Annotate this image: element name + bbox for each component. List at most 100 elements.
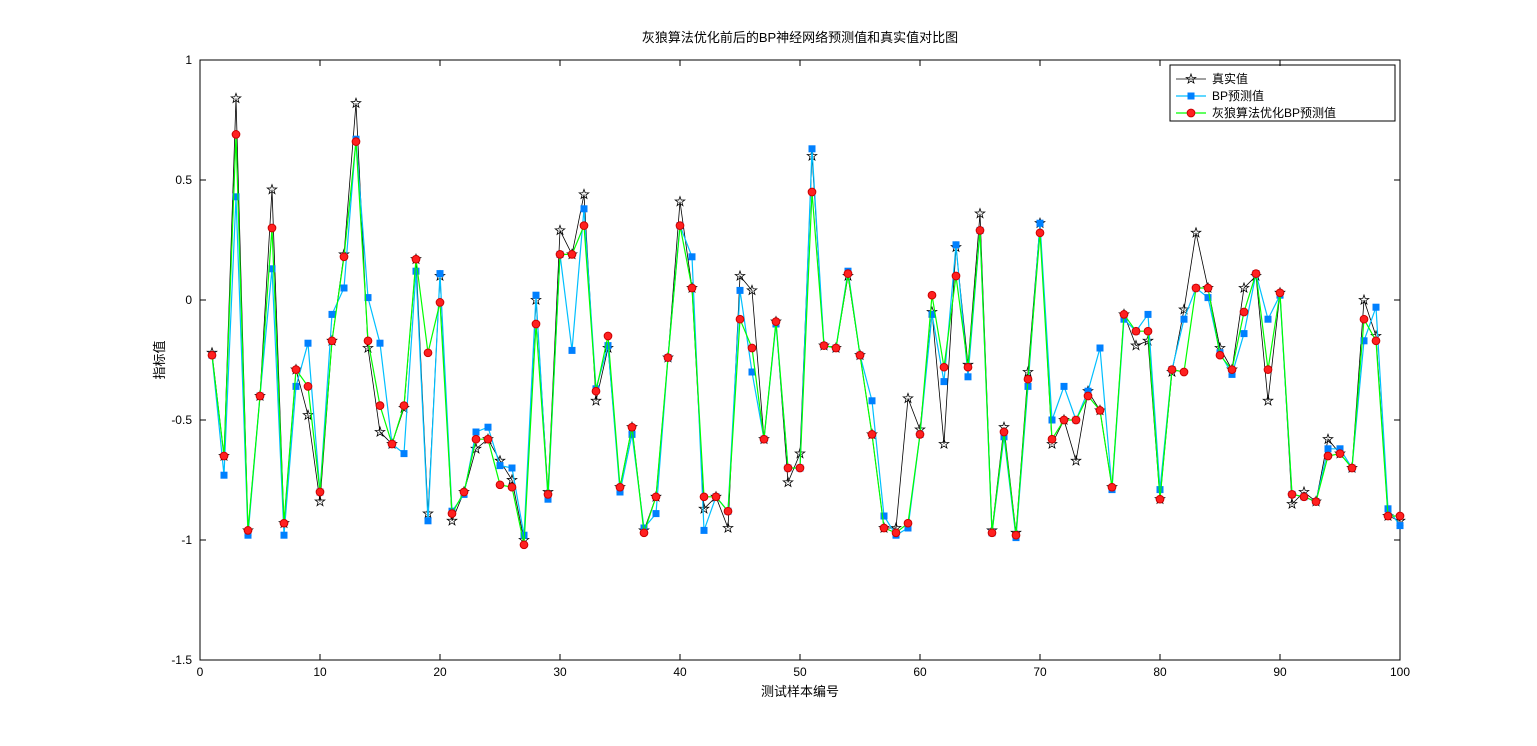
- series-line-gwo: [212, 134, 1400, 544]
- marker-circle: [1228, 366, 1236, 374]
- marker-star: [1191, 228, 1201, 237]
- marker-circle: [724, 507, 732, 515]
- marker-square: [281, 532, 287, 538]
- x-tick-label: 100: [1390, 665, 1410, 679]
- marker-circle: [328, 337, 336, 345]
- marker-circle: [292, 366, 300, 374]
- marker-square: [401, 451, 407, 457]
- marker-circle: [1024, 375, 1032, 383]
- marker-circle: [532, 320, 540, 328]
- marker-square: [341, 285, 347, 291]
- x-tick-label: 20: [433, 665, 447, 679]
- marker-circle: [1348, 464, 1356, 472]
- marker-circle: [1252, 270, 1260, 278]
- marker-square: [1241, 331, 1247, 337]
- marker-circle: [1288, 491, 1296, 499]
- legend-label-real: 真实值: [1212, 71, 1248, 86]
- marker-circle: [664, 354, 672, 362]
- y-tick-label: 1: [185, 53, 192, 67]
- marker-circle: [1120, 311, 1128, 319]
- marker-circle: [760, 435, 768, 443]
- marker-square: [953, 242, 959, 248]
- marker-square: [737, 287, 743, 293]
- marker-square: [1061, 383, 1067, 389]
- marker-circle: [1036, 229, 1044, 237]
- legend-label-gwo: 灰狼算法优化BP预测值: [1212, 105, 1336, 120]
- marker-circle: [220, 452, 228, 460]
- marker-circle: [436, 299, 444, 307]
- marker-circle: [676, 222, 684, 230]
- marker-circle: [1192, 284, 1200, 292]
- chart-title: 灰狼算法优化前后的BP神经网络预测值和真实值对比图: [642, 30, 958, 45]
- marker-circle: [268, 224, 276, 232]
- marker-square: [1037, 220, 1043, 226]
- marker-circle: [1084, 392, 1092, 400]
- x-tick-label: 70: [1033, 665, 1047, 679]
- marker-circle: [1264, 366, 1272, 374]
- x-tick-label: 0: [197, 665, 204, 679]
- marker-circle: [1312, 498, 1320, 506]
- marker-circle: [1180, 368, 1188, 376]
- marker-circle: [1276, 289, 1284, 297]
- marker-circle: [784, 464, 792, 472]
- marker-square: [293, 383, 299, 389]
- marker-circle: [1372, 337, 1380, 345]
- marker-circle: [988, 529, 996, 537]
- marker-square: [1397, 523, 1403, 529]
- marker-circle: [1216, 351, 1224, 359]
- marker-circle: [928, 291, 936, 299]
- chart-svg: 0102030405060708090100-1.5-1-0.500.51灰狼算…: [0, 0, 1537, 746]
- plot-box: [200, 60, 1400, 660]
- marker-circle: [448, 510, 456, 518]
- marker-circle: [460, 488, 468, 496]
- marker-square: [485, 424, 491, 430]
- marker-circle: [1300, 493, 1308, 501]
- chart-container: 0102030405060708090100-1.5-1-0.500.51灰狼算…: [0, 0, 1537, 746]
- marker-circle: [520, 541, 528, 549]
- marker-circle: [952, 272, 960, 280]
- marker-square: [569, 347, 575, 353]
- marker-star: [1186, 74, 1196, 83]
- marker-square: [1181, 316, 1187, 322]
- marker-square: [533, 292, 539, 298]
- x-axis-label: 测试样本编号: [761, 684, 839, 699]
- marker-circle: [256, 392, 264, 400]
- marker-square: [425, 518, 431, 524]
- marker-square: [965, 374, 971, 380]
- marker-square: [1097, 345, 1103, 351]
- marker-square: [1373, 304, 1379, 310]
- marker-square: [653, 511, 659, 517]
- x-tick-label: 30: [553, 665, 567, 679]
- marker-square: [701, 527, 707, 533]
- marker-square: [473, 429, 479, 435]
- marker-circle: [796, 464, 804, 472]
- y-tick-label: -0.5: [171, 413, 192, 427]
- marker-square: [329, 311, 335, 317]
- marker-circle: [1187, 109, 1195, 117]
- marker-square: [689, 254, 695, 260]
- x-tick-label: 50: [793, 665, 807, 679]
- x-tick-label: 10: [313, 665, 327, 679]
- marker-circle: [484, 435, 492, 443]
- marker-circle: [736, 315, 744, 323]
- marker-circle: [376, 402, 384, 410]
- marker-circle: [496, 481, 504, 489]
- marker-circle: [1360, 315, 1368, 323]
- y-tick-label: -1.5: [171, 653, 192, 667]
- marker-square: [377, 340, 383, 346]
- marker-square: [869, 398, 875, 404]
- marker-circle: [1000, 428, 1008, 436]
- marker-circle: [880, 524, 888, 532]
- marker-circle: [868, 431, 876, 439]
- marker-circle: [280, 519, 288, 527]
- marker-circle: [964, 363, 972, 371]
- marker-square: [497, 463, 503, 469]
- x-tick-label: 60: [913, 665, 927, 679]
- marker-square: [305, 340, 311, 346]
- marker-circle: [316, 488, 324, 496]
- marker-circle: [1108, 483, 1116, 491]
- marker-circle: [748, 344, 756, 352]
- marker-square: [1049, 417, 1055, 423]
- marker-square: [809, 146, 815, 152]
- y-axis-label: 指标值: [152, 340, 167, 379]
